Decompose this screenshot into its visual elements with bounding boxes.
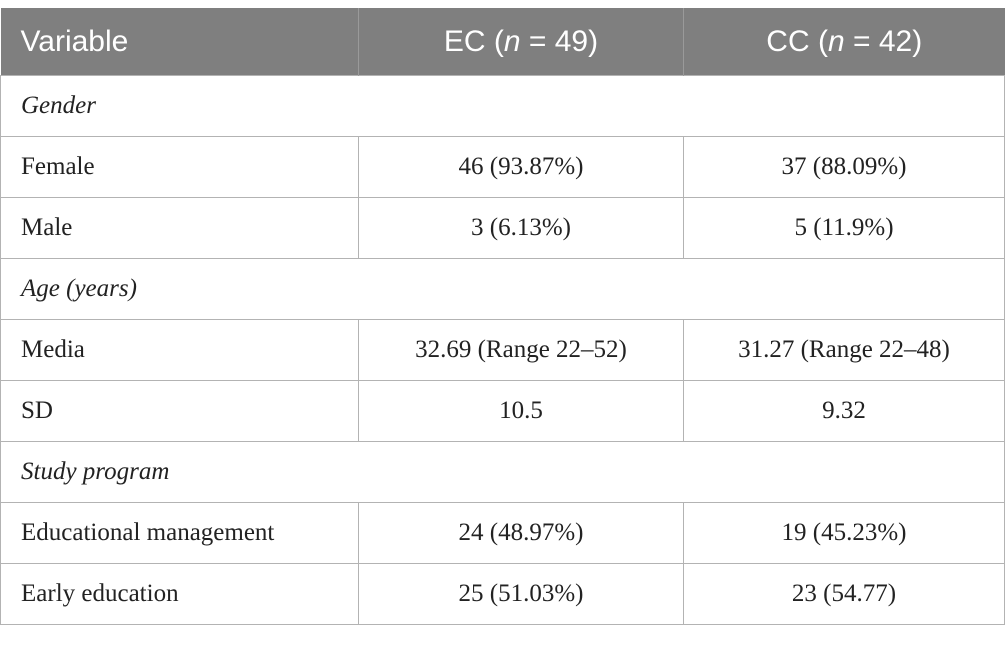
- section-title: Study program: [0, 441, 1005, 503]
- table-row: Early education 25 (51.03%) 23 (54.77): [0, 563, 1005, 625]
- table-row: Female 46 (93.87%) 37 (88.09%): [0, 136, 1005, 198]
- header-cc: CC (n = 42): [683, 8, 1005, 76]
- table-row: SD 10.5 9.32: [0, 380, 1005, 442]
- section-row-gender: Gender: [0, 75, 1005, 137]
- table-row: Educational management 24 (48.97%) 19 (4…: [0, 502, 1005, 564]
- table-body: Gender Female 46 (93.87%) 37 (88.09%) Ma…: [0, 75, 1005, 625]
- header-ec-n: n: [503, 24, 521, 58]
- cc-value: 19 (45.23%): [683, 502, 1005, 564]
- cc-value: 9.32: [683, 380, 1005, 442]
- section-row-age: Age (years): [0, 258, 1005, 320]
- ec-value: 3 (6.13%): [358, 197, 684, 259]
- cc-value: 31.27 (Range 22–48): [683, 319, 1005, 381]
- ec-value: 10.5: [358, 380, 684, 442]
- header-row: Variable EC (n = 49) CC (n = 42): [0, 8, 1005, 76]
- header-cc-prefix: CC (: [766, 24, 828, 58]
- row-label: Male: [0, 197, 359, 259]
- cc-value: 5 (11.9%): [683, 197, 1005, 259]
- header-ec-suffix: = 49): [520, 24, 599, 58]
- row-label: SD: [0, 380, 359, 442]
- header-cc-n: n: [827, 24, 845, 58]
- header-ec-prefix: EC (: [443, 24, 504, 58]
- table-header: Variable EC (n = 49) CC (n = 42): [0, 8, 1005, 76]
- header-cc-suffix: = 42): [844, 24, 923, 58]
- row-label: Early education: [0, 563, 359, 625]
- cc-value: 23 (54.77): [683, 563, 1005, 625]
- row-label: Media: [0, 319, 359, 381]
- cc-value: 37 (88.09%): [683, 136, 1005, 198]
- demographics-table: Variable EC (n = 49) CC (n = 42) Gender …: [0, 8, 1005, 625]
- ec-value: 32.69 (Range 22–52): [358, 319, 684, 381]
- ec-value: 24 (48.97%): [358, 502, 684, 564]
- header-ec: EC (n = 49): [358, 8, 684, 76]
- table-row: Male 3 (6.13%) 5 (11.9%): [0, 197, 1005, 259]
- section-title: Gender: [0, 75, 1005, 137]
- section-title: Age (years): [0, 258, 1005, 320]
- table-row: Media 32.69 (Range 22–52) 31.27 (Range 2…: [0, 319, 1005, 381]
- row-label: Educational management: [0, 502, 359, 564]
- header-variable: Variable: [0, 8, 359, 76]
- ec-value: 25 (51.03%): [358, 563, 684, 625]
- row-label: Female: [0, 136, 359, 198]
- ec-value: 46 (93.87%): [358, 136, 684, 198]
- section-row-study-program: Study program: [0, 441, 1005, 503]
